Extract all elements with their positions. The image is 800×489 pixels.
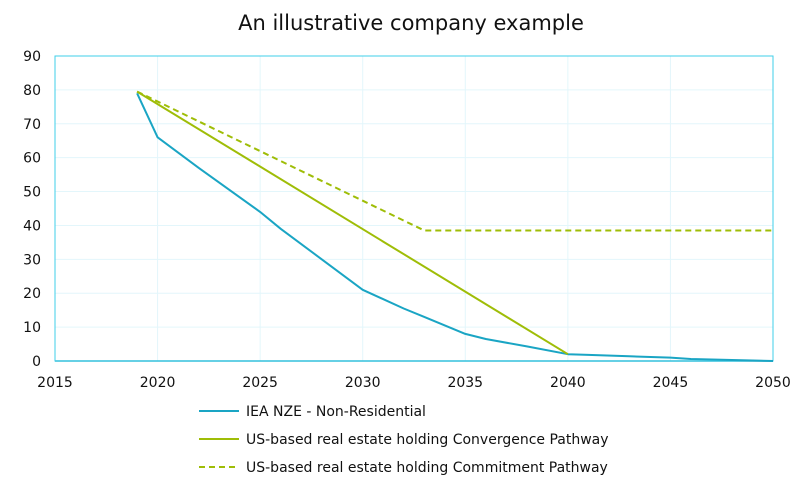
y-tick-label: 80 <box>23 83 41 99</box>
y-tick-label: 40 <box>23 218 41 234</box>
legend-label-1: IEA NZE - Non-Residential <box>246 404 426 420</box>
y-tick-label: 20 <box>23 286 41 302</box>
y-tick-label: 70 <box>23 117 41 133</box>
x-tick-label: 2050 <box>755 375 791 391</box>
x-tick-label: 2045 <box>653 375 689 391</box>
x-tick-label: 2020 <box>140 375 176 391</box>
y-axis-ticks: 0 10 20 30 40 50 60 70 80 90 <box>23 49 41 370</box>
series-line-3 <box>136 90 773 232</box>
grid-lines <box>54 55 774 362</box>
plot-area-border <box>54 55 774 362</box>
series-line-2 <box>136 90 569 356</box>
x-axis-ticks: 2015 2020 2025 2030 2035 2040 2045 2050 <box>37 375 791 391</box>
x-tick-label: 2015 <box>37 375 73 391</box>
legend-label-3: US-based real estate holding Commitment … <box>246 460 608 476</box>
y-tick-label: 60 <box>23 151 41 167</box>
y-tick-label: 90 <box>23 49 41 65</box>
x-tick-label: 2035 <box>447 375 483 391</box>
y-tick-label: 30 <box>23 252 41 268</box>
x-tick-label: 2030 <box>345 375 381 391</box>
y-tick-label: 0 <box>32 354 41 370</box>
series-lines <box>136 90 774 362</box>
chart-title: An illustrative company example <box>238 11 584 35</box>
y-tick-label: 50 <box>23 185 41 201</box>
x-tick-label: 2040 <box>550 375 586 391</box>
x-tick-label: 2025 <box>242 375 278 391</box>
legend: IEA NZE - Non-Residential US-based real e… <box>199 404 609 476</box>
y-tick-label: 10 <box>23 320 41 336</box>
legend-label-2: US-based real estate holding Convergence… <box>246 432 609 448</box>
series-line-1 <box>136 92 774 362</box>
